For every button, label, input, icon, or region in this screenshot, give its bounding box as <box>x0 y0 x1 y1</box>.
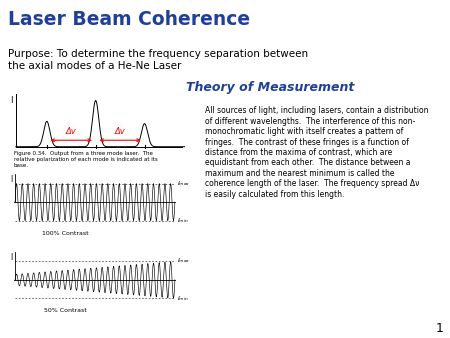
Text: $I_{min}$: $I_{min}$ <box>176 217 188 225</box>
Text: Laser Beam Coherence: Laser Beam Coherence <box>8 10 250 29</box>
Text: Δv: Δv <box>66 127 77 136</box>
Text: 1: 1 <box>436 322 443 335</box>
Text: 100% Contrast: 100% Contrast <box>42 231 89 236</box>
Text: Figure 0.34.  Output from a three mode laser.  The
relative polarization of each: Figure 0.34. Output from a three mode la… <box>14 151 157 168</box>
Text: Theory of Measurement: Theory of Measurement <box>186 81 354 94</box>
Text: All sources of light, including lasers, contain a distribution
of different wave: All sources of light, including lasers, … <box>205 106 428 199</box>
Text: I: I <box>10 175 13 184</box>
Text: Purpose: To determine the frequency separation between
the axial modes of a He-N: Purpose: To determine the frequency sepa… <box>8 49 308 71</box>
Text: Δv: Δv <box>115 127 126 136</box>
Text: $I_{max}$: $I_{max}$ <box>176 257 190 265</box>
Text: I: I <box>9 96 12 105</box>
Text: I: I <box>10 253 13 262</box>
Text: $I_{max}$: $I_{max}$ <box>176 179 190 188</box>
Text: $I_{min}$: $I_{min}$ <box>176 294 188 303</box>
Text: 50% Contrast: 50% Contrast <box>44 308 86 313</box>
